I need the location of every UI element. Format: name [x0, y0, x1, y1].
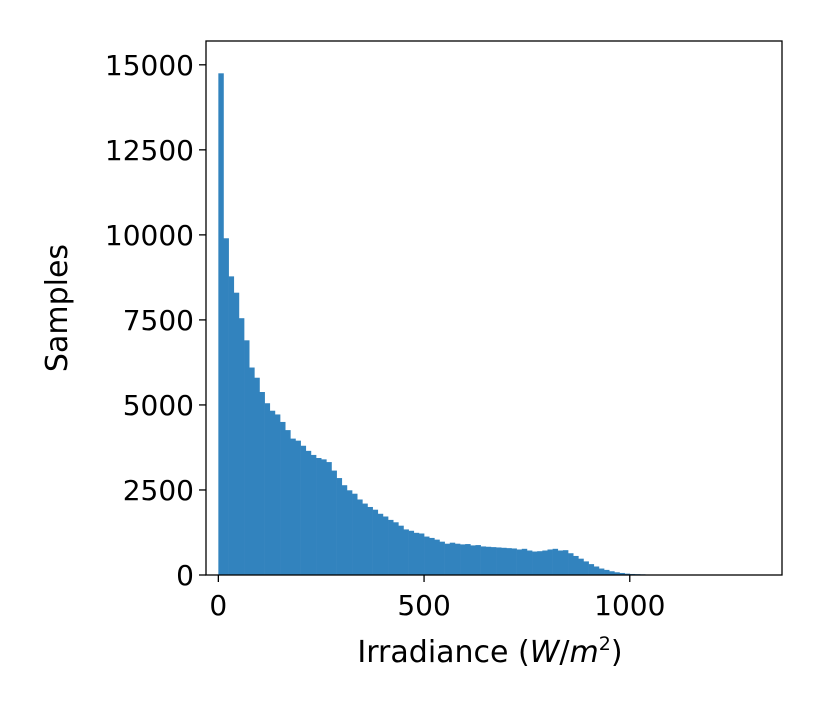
histogram-bar: [372, 509, 379, 575]
histogram-bar: [532, 551, 538, 575]
histogram-bar: [557, 550, 564, 575]
histogram-bar: [465, 544, 471, 575]
plot-frame: [205, 40, 783, 576]
histogram-bar: [454, 543, 461, 575]
histogram-bar: [619, 572, 625, 575]
histogram-bar: [233, 292, 240, 575]
histogram-bar: [439, 541, 445, 575]
histogram-bar: [578, 558, 584, 575]
histogram-bar: [516, 549, 523, 575]
y-tick-label: 12500: [105, 134, 194, 167]
histogram-bar: [305, 450, 312, 575]
y-tick-label: 5000: [123, 389, 194, 422]
histogram-bar: [598, 568, 605, 575]
histogram-bar: [341, 485, 348, 575]
histogram-bar: [280, 421, 286, 575]
histogram-bar: [609, 571, 615, 575]
histogram-bar: [506, 548, 512, 575]
y-tick-label: 0: [176, 559, 194, 592]
histogram-bar: [228, 276, 235, 575]
y-tick-label: 15000: [105, 49, 194, 82]
histogram-bar: [470, 545, 476, 575]
histogram-bar: [568, 553, 574, 575]
histogram-bar: [316, 457, 322, 575]
histogram-bar: [573, 555, 579, 575]
histogram-bar: [310, 454, 317, 575]
histogram-bar: [490, 547, 497, 575]
histogram-bar: [424, 536, 430, 575]
histogram-bar: [449, 542, 456, 575]
histogram-bar: [264, 403, 271, 575]
histogram-bar: [624, 573, 631, 575]
histogram-bar: [552, 548, 559, 575]
histogram-bar: [352, 493, 358, 575]
histogram-bar: [346, 490, 353, 575]
histogram-bar: [393, 522, 399, 575]
histogram-bar: [274, 414, 281, 575]
histogram-bar: [542, 550, 548, 575]
y-tick-label: 7500: [123, 304, 194, 337]
histogram-bar: [511, 548, 517, 575]
histogram-bar: [403, 529, 409, 575]
y-axis-ticks: 0 2500 5000 7500 10000 12500 15000: [105, 49, 206, 592]
histogram-bar: [485, 546, 492, 575]
histogram-bar: [259, 392, 265, 575]
histogram-bar: [537, 551, 543, 575]
histogram-bar: [321, 459, 327, 575]
y-tick-label: 2500: [123, 474, 194, 507]
histogram-bar: [444, 543, 451, 575]
histogram-bar: [388, 519, 394, 575]
histogram-bar: [290, 438, 296, 575]
histogram-bar: [475, 545, 481, 575]
x-tick-label: 1000: [594, 589, 665, 622]
histogram-bar: [614, 572, 620, 575]
histogram-bar: [254, 377, 260, 575]
histogram-bar: [434, 539, 440, 575]
histogram-bar: [398, 525, 404, 575]
histogram-bars: [218, 73, 749, 576]
histogram-bar: [408, 530, 415, 575]
histogram-bar: [604, 569, 610, 575]
histogram-bar: [249, 367, 255, 575]
histogram-bar: [382, 516, 389, 575]
histogram-bar: [593, 566, 600, 575]
histogram-bar: [429, 537, 435, 575]
histogram-bar: [336, 478, 343, 575]
histogram-bar: [269, 410, 276, 575]
histogram-bar: [562, 550, 569, 575]
histogram-bar: [362, 503, 368, 575]
histogram-bar: [377, 513, 384, 575]
histogram-bar: [218, 73, 224, 575]
y-axis-label: Samples: [40, 244, 75, 372]
x-tick-label: 0: [209, 589, 227, 622]
histogram-bar: [480, 546, 487, 575]
histogram-bar: [547, 549, 553, 575]
histogram-bar: [295, 440, 301, 575]
histogram-bar: [367, 506, 373, 575]
histogram-bar: [331, 470, 337, 575]
histogram-bar: [244, 340, 250, 575]
histogram-bar: [285, 430, 291, 575]
histogram-bar: [501, 547, 507, 575]
histogram-bar: [238, 318, 245, 575]
histogram-bar: [526, 550, 533, 575]
histogram-bar: [460, 544, 466, 575]
histogram-bar: [300, 445, 307, 575]
histogram-bar: [583, 561, 589, 575]
histogram-bar: [588, 564, 595, 575]
y-tick-label: 10000: [105, 219, 194, 252]
histogram-bar: [418, 533, 425, 575]
histogram-bar: [496, 547, 502, 575]
x-axis-label: Irradiance (W/m2): [357, 633, 622, 670]
histogram-bar: [357, 499, 363, 575]
x-tick-label: 500: [397, 589, 450, 622]
histogram-bar: [326, 462, 332, 575]
histogram-bar: [413, 532, 420, 575]
histogram-bar: [223, 238, 229, 576]
x-axis-ticks: 0 500 1000: [209, 575, 665, 622]
histogram-bar: [521, 548, 528, 575]
